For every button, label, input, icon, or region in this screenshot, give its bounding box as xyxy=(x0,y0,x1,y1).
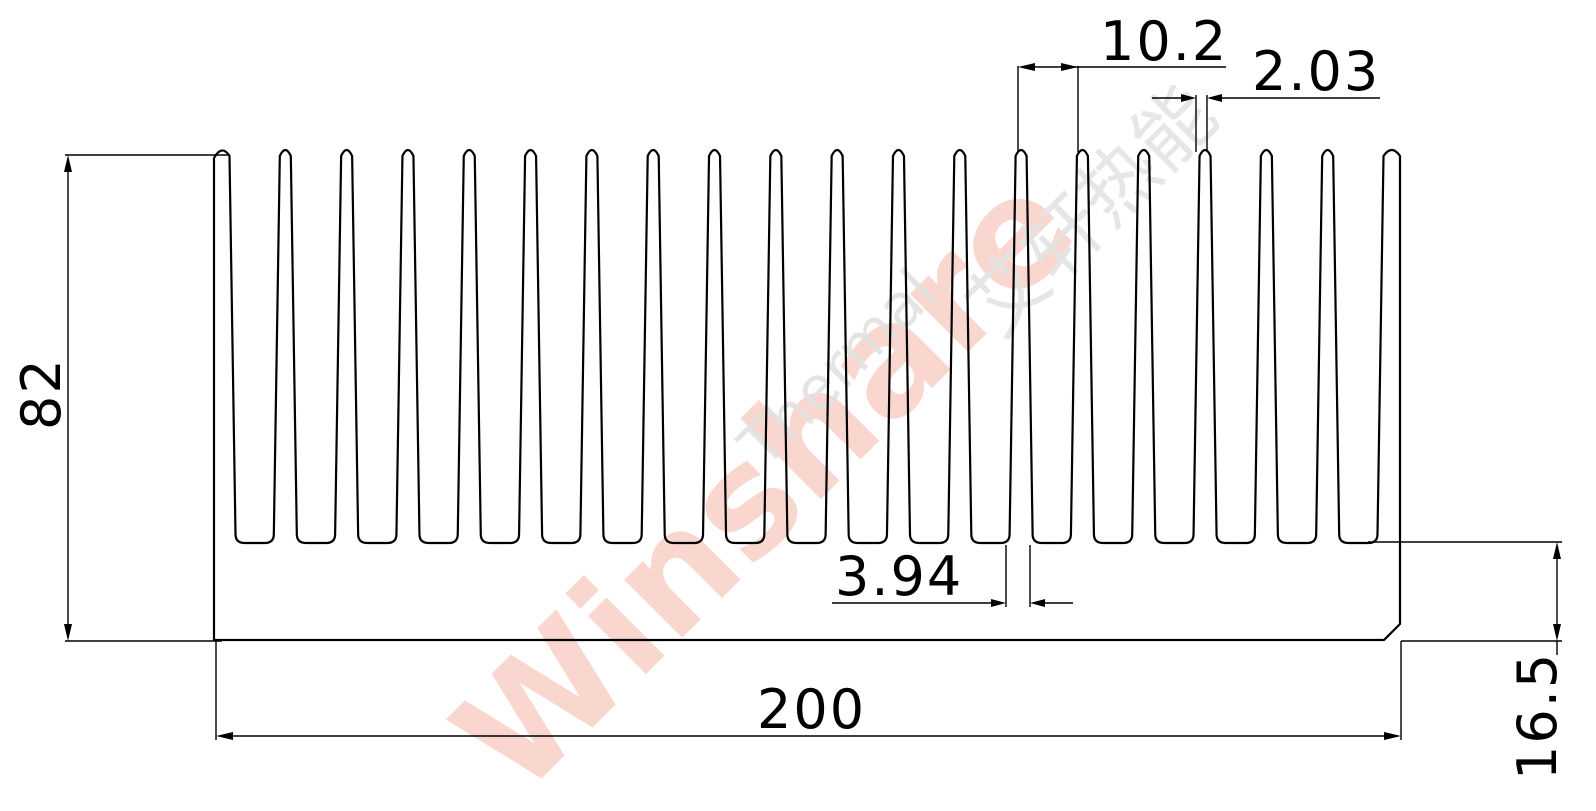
arrow-head xyxy=(1384,732,1401,740)
dimension-lines xyxy=(64,63,1562,740)
arrow-head xyxy=(64,155,72,172)
arrow-head xyxy=(991,599,1006,607)
height-label: 82 xyxy=(10,357,73,430)
fin-pitch-label: 10.2 xyxy=(1100,10,1228,73)
arrow-head xyxy=(1030,599,1045,607)
arrow-head xyxy=(1553,542,1561,559)
base-thickness-label: 16.5 xyxy=(1506,652,1569,780)
heatsink-profile xyxy=(212,148,1402,642)
fin-root-label: 3.94 xyxy=(835,545,963,608)
arrow-head xyxy=(216,732,233,740)
arrow-head xyxy=(64,624,72,641)
dimension-labels: 82 200 16.5 10.2 2.03 3.94 xyxy=(10,10,1569,780)
arrow-head xyxy=(1207,94,1222,102)
arrow-head xyxy=(1018,63,1035,71)
fin-tip-label: 2.03 xyxy=(1252,40,1380,103)
width-label: 200 xyxy=(757,678,866,741)
arrow-head xyxy=(1181,94,1196,102)
arrow-head xyxy=(1553,624,1561,641)
arrow-head xyxy=(1061,63,1078,71)
